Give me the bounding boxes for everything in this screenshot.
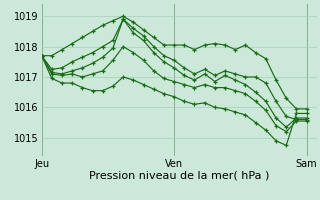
X-axis label: Pression niveau de la mer( hPa ): Pression niveau de la mer( hPa ) [89, 170, 269, 180]
